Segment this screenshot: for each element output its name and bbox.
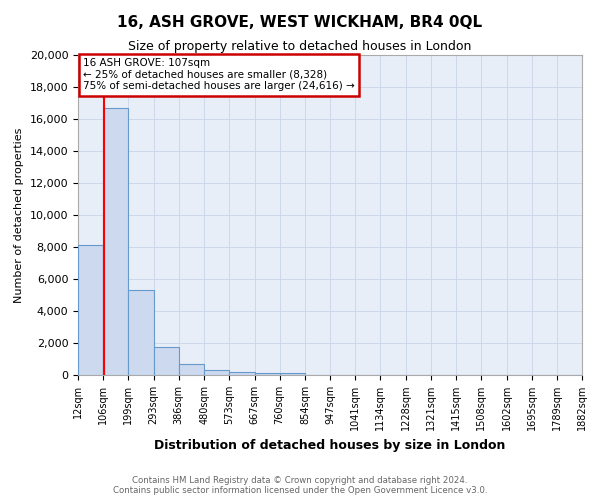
Bar [229,372,254,375]
Y-axis label: Number of detached properties: Number of detached properties [14,128,24,302]
Bar [128,290,154,375]
Text: Size of property relative to detached houses in London: Size of property relative to detached ho… [128,40,472,53]
Text: 16 ASH GROVE: 107sqm
← 25% of detached houses are smaller (8,328)
75% of semi-de: 16 ASH GROVE: 107sqm ← 25% of detached h… [83,58,355,92]
Bar [103,108,128,375]
Bar [154,347,179,375]
Bar [204,370,229,375]
Text: Contains HM Land Registry data © Crown copyright and database right 2024.
Contai: Contains HM Land Registry data © Crown c… [113,476,487,495]
Bar [280,374,305,375]
Text: 16, ASH GROVE, WEST WICKHAM, BR4 0QL: 16, ASH GROVE, WEST WICKHAM, BR4 0QL [118,15,482,30]
Bar [78,246,103,375]
X-axis label: Distribution of detached houses by size in London: Distribution of detached houses by size … [154,438,506,452]
Bar [179,364,204,375]
Bar [254,372,280,375]
